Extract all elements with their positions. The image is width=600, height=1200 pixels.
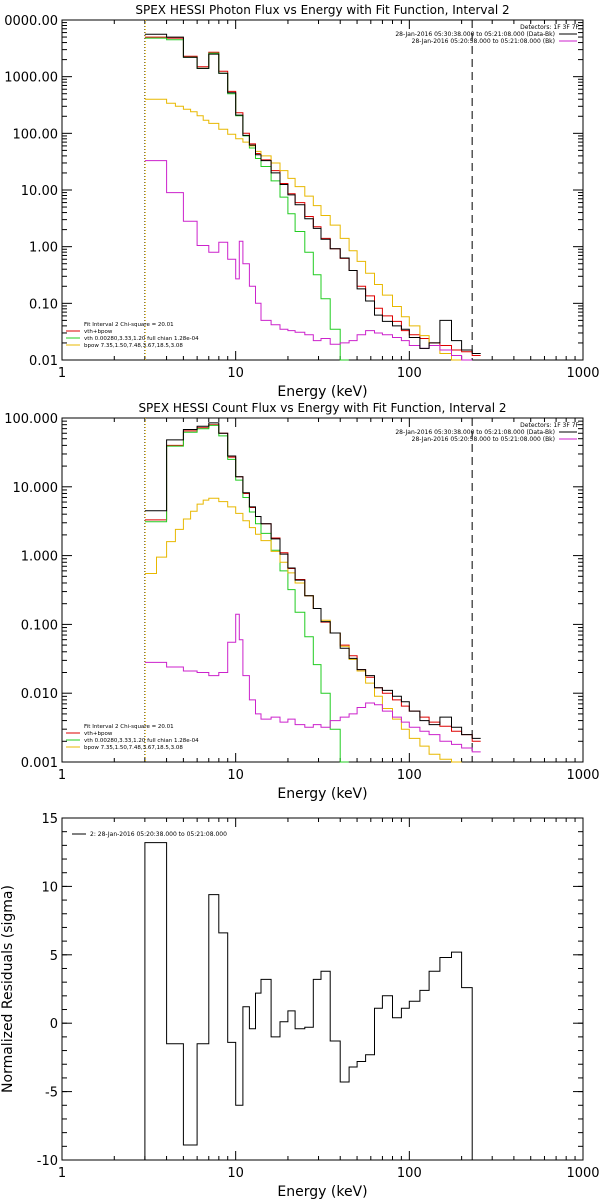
plot-frame: [61, 817, 584, 1161]
x-tick-label: 1000: [566, 768, 599, 783]
fit-legend-line: vth 0.00280,3.33,1.20 full chian 1.28e-0…: [84, 336, 199, 342]
chart-title: SPEX HESSI Photon Flux vs Energy with Fi…: [135, 3, 509, 17]
fit-legend-line: vth 0.00280,3.33,1.20 full chian 1.28e-0…: [84, 738, 199, 744]
y-tick-label: 1000.00: [4, 71, 58, 86]
y-tick-label: -5: [45, 1086, 58, 1101]
y-tick-label: 0.010: [21, 687, 58, 702]
y-tick-label: 10: [41, 880, 58, 895]
fit-legend-line: vth+bpow: [84, 731, 113, 737]
x-axis-label: Energy (keV): [277, 384, 367, 400]
x-tick-label: 100: [397, 1166, 422, 1181]
y-tick-label: 15: [41, 812, 58, 827]
series-line-1: [144, 424, 481, 742]
y-axis-label: Normalized Residuals (sigma): [0, 885, 16, 1093]
x-axis-label: Energy (keV): [277, 786, 367, 802]
y-tick-label: -10: [37, 1154, 58, 1169]
series-line-2: [144, 424, 349, 763]
series-group: [144, 842, 473, 1160]
y-tick-label: 10.00: [21, 184, 58, 199]
plot-frame: [61, 19, 584, 361]
y-tick-label: 0.100: [21, 618, 58, 633]
x-tick-label: 1: [58, 366, 66, 381]
series-line-4: [144, 160, 473, 361]
series-line-5: [144, 422, 481, 739]
info-line: 28-Jan-2016 05:30:38.000 to 05:21:08.000…: [395, 31, 555, 38]
chart-panel-3: 1 10 100 1000 Energy (keV) -10 -5 0 5 10 15 Normali…: [0, 812, 600, 1200]
y-tick-label: 10.000: [13, 481, 59, 496]
x-tick-label: 10: [227, 1166, 244, 1181]
y-tick-label: 100.00: [13, 127, 59, 142]
fit-legend-line: Fit Interval 2 Chi-square = 20.01: [84, 724, 174, 730]
info-line: 28-Jan-2016 05:20:58.000 to 05:21:08.000…: [412, 436, 555, 443]
series-line-3: [144, 98, 462, 361]
legend-label: 2: 28-Jan-2016 05:20:38.000 to 05:21:08.…: [90, 831, 227, 838]
y-tick-label: 0000.00: [4, 14, 58, 29]
y-tick-label: 5: [50, 949, 58, 964]
x-tick-label: 1: [58, 1166, 66, 1181]
series-line-1: [144, 842, 473, 1160]
x-tick-label: 1: [58, 768, 66, 783]
x-tick-label: 1000: [566, 1166, 599, 1181]
series-line-4: [144, 613, 481, 753]
y-tick-label: 1.000: [21, 550, 58, 565]
series-line-5: [144, 33, 481, 354]
series-line-2: [144, 37, 349, 361]
info-line: Detectors: 1F 3F 7F: [520, 422, 579, 429]
x-tick-label: 1000: [566, 366, 599, 381]
fit-legend-line: bpow 7.35,1.50,7.48,3.67,18.5,3.08: [84, 745, 183, 751]
y-tick-label: 0.01: [29, 354, 58, 369]
info-line: Detectors: 1F 3F 7F: [520, 24, 579, 31]
fit-legend-line: bpow 7.35,1.50,7.48,3.67,18.5,3.08: [84, 343, 183, 349]
y-tick-label: 0: [50, 1017, 58, 1032]
plot-frame: [61, 417, 584, 763]
info-line: 28-Jan-2016 05:20:58.000 to 05:21:08.000…: [412, 38, 555, 45]
x-tick-label: 100: [397, 366, 422, 381]
chart-panel-2: SPEX HESSI Count Flux vs Energy with Fit…: [4, 401, 599, 802]
x-tick-label: 100: [397, 768, 422, 783]
info-line: 28-Jan-2016 05:30:38.000 to 05:21:08.000…: [395, 429, 555, 436]
fit-legend-line: Fit Interval 2 Chi-square = 20.01: [84, 322, 174, 328]
fit-legend-line: vth+bpow: [84, 329, 113, 335]
x-tick-label: 10: [227, 366, 244, 381]
chart-title: SPEX HESSI Count Flux vs Energy with Fit…: [138, 401, 506, 415]
series-line-3: [144, 497, 462, 763]
x-tick-label: 10: [227, 768, 244, 783]
y-tick-label: 1.00: [29, 241, 58, 256]
x-axis-label: Energy (keV): [277, 1184, 367, 1200]
y-tick-label: 0.001: [21, 756, 58, 771]
series-group: [144, 422, 481, 763]
y-tick-label: 100.000: [4, 412, 58, 427]
chart-panel-1: SPEX HESSI Photon Flux vs Energy with Fi…: [4, 3, 599, 400]
y-tick-label: 0.10: [29, 297, 58, 312]
series-group: [144, 33, 481, 361]
